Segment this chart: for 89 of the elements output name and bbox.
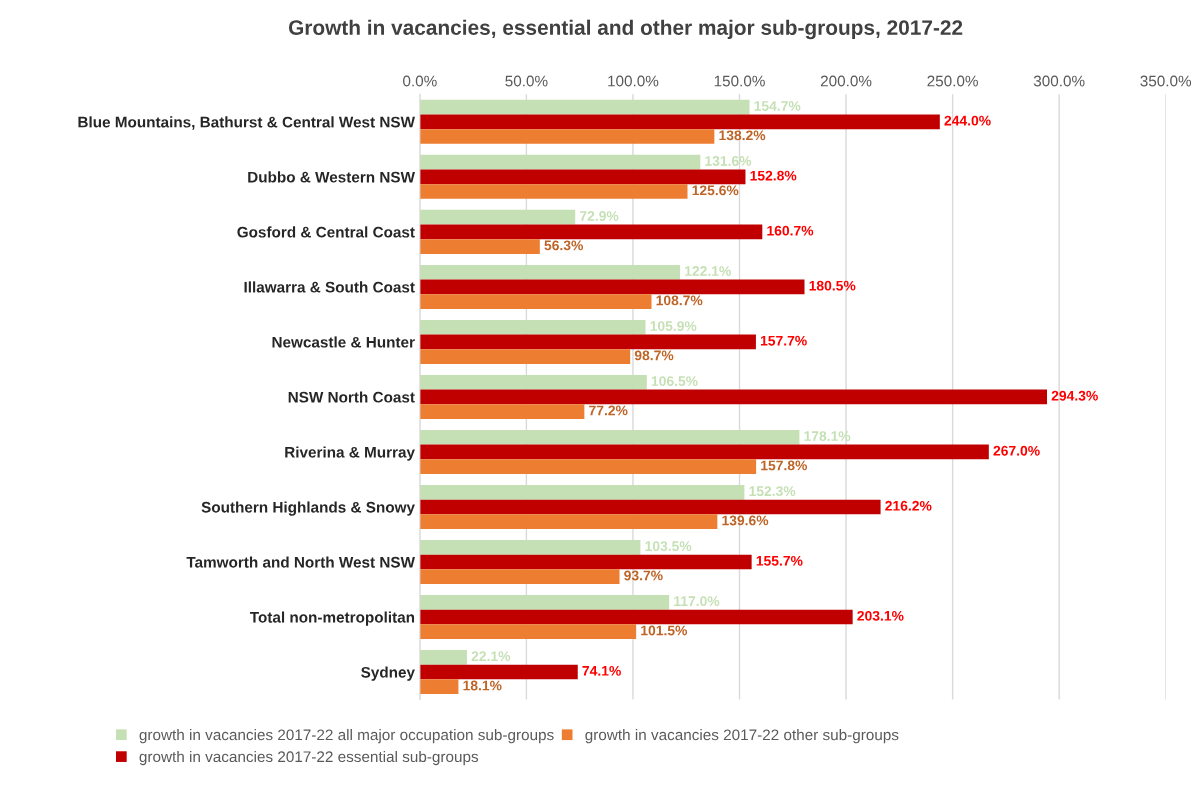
data-label: 72.9% [579, 211, 619, 221]
y-tick-label: Newcastle & Hunter [272, 336, 415, 348]
data-label: 74.1% [582, 665, 621, 676]
bar [419, 554, 752, 570]
bar [419, 279, 805, 295]
data-label: 93.7% [624, 570, 663, 581]
data-label: 108.7% [656, 295, 703, 306]
data-label: 18.1% [463, 680, 502, 691]
legend-label: growth in vacancies 2017-22 essential sub-groups [139, 750, 479, 766]
x-tick-label: 0.0% [403, 75, 437, 87]
data-label: 77.2% [589, 405, 628, 416]
bar [419, 374, 647, 390]
chart-title: Growth in vacancies, essential and other major sub-groups, 2017-22 [288, 19, 963, 40]
y-tick-label: Southern Highlands & Snowy [201, 501, 415, 516]
data-label: 98.7% [634, 350, 674, 361]
y-tick-label: Total non-metropolitan [249, 611, 415, 626]
data-label: 56.3% [544, 240, 584, 251]
data-label: 178.1% [804, 431, 851, 442]
data-label: 131.6% [705, 156, 752, 166]
data-label: 106.5% [651, 376, 698, 386]
y-tick-label: Gosford & Central Coast [237, 226, 415, 238]
x-tick-label: 150.0% [714, 75, 765, 87]
data-label: 180.5% [809, 280, 856, 291]
bar [419, 349, 631, 364]
bar [419, 650, 467, 665]
x-tick-label: 100.0% [608, 75, 659, 87]
bar [419, 154, 701, 170]
bar [419, 539, 641, 555]
data-label: 125.6% [692, 185, 739, 196]
bar [419, 114, 940, 130]
data-label: 22.1% [471, 651, 511, 662]
y-tick-label: NSW North Coast [288, 391, 415, 403]
y-tick-label: Blue Mountains, Bathurst & Central West NSW [78, 116, 415, 130]
data-label: 294.3% [1051, 390, 1098, 401]
bar [419, 624, 637, 640]
bar [419, 169, 746, 185]
bar [419, 319, 646, 335]
bar [419, 499, 881, 515]
data-label: 155.7% [756, 555, 803, 566]
y-tick-label: Dubbo & Western NSW [248, 171, 415, 183]
data-label: 216.2% [885, 500, 932, 511]
bar [419, 239, 540, 254]
data-label: 152.3% [749, 486, 796, 497]
bar [419, 99, 750, 115]
bar [419, 389, 1048, 405]
bar [419, 444, 989, 460]
bar [419, 664, 578, 680]
data-label: 105.9% [650, 321, 697, 331]
y-tick-label: Illawarra & South Coast [244, 281, 415, 293]
bar [419, 514, 718, 529]
bar [419, 264, 681, 280]
bar [419, 334, 756, 350]
bar [419, 184, 688, 199]
legend-label: growth in vacancies 2017-22 all major occupation sub-groups [139, 729, 554, 744]
x-tick-label: 350.0% [1140, 75, 1192, 87]
data-label: 122.1% [685, 266, 731, 276]
data-label: 138.2% [719, 130, 766, 141]
x-tick-label: 50.0% [505, 75, 548, 87]
data-label: 139.6% [722, 515, 769, 526]
bar [419, 404, 585, 419]
bar [419, 609, 853, 625]
x-tick-label: 200.0% [820, 75, 872, 87]
x-tick-label: 300.0% [1033, 75, 1085, 87]
data-label: 101.5% [641, 625, 688, 636]
bar [419, 209, 576, 225]
data-label: 154.7% [754, 101, 801, 111]
data-label: 103.5% [645, 541, 692, 552]
y-tick-label: Sydney [361, 666, 415, 681]
bar [419, 224, 763, 240]
bar [419, 459, 757, 474]
data-label: 157.7% [760, 335, 807, 346]
bar [419, 129, 715, 144]
bar [419, 569, 620, 584]
data-label: 117.0% [674, 596, 720, 607]
bar [419, 595, 670, 610]
data-label: 267.0% [993, 445, 1040, 456]
y-tick-label: Tamworth and North West NSW [186, 556, 415, 568]
data-label: 157.8% [761, 460, 808, 471]
data-label: 244.0% [944, 115, 991, 126]
bar [419, 429, 800, 445]
bar [419, 484, 745, 500]
y-tick-label: Riverina & Murray [285, 446, 415, 461]
bar [419, 294, 652, 309]
data-label: 160.7% [767, 225, 814, 236]
data-label: 203.1% [857, 610, 904, 621]
x-tick-label: 250.0% [927, 75, 978, 87]
data-label: 152.8% [750, 170, 797, 181]
legend-label: growth in vacancies 2017-22 other sub-groups [585, 729, 899, 744]
bar [419, 679, 459, 695]
